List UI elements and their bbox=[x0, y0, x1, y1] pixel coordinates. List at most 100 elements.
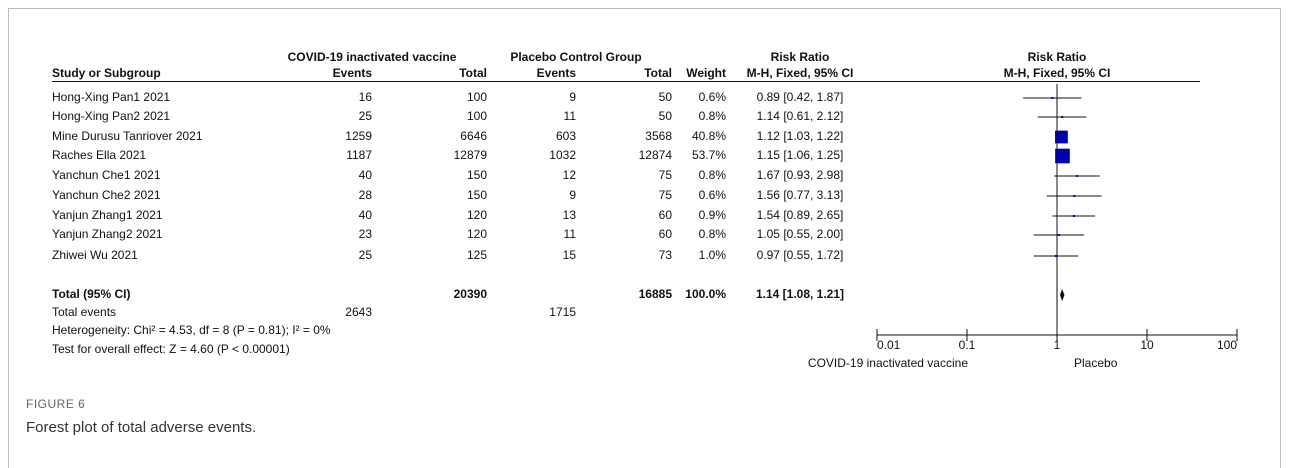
axis-right-label: Placebo bbox=[1074, 356, 1118, 370]
events: 28 bbox=[359, 188, 373, 202]
study-name: Yanchun Che1 2021 bbox=[52, 168, 161, 182]
summary-diamond bbox=[1060, 289, 1065, 301]
total: 50 bbox=[659, 109, 673, 123]
x-tick-label: 100 bbox=[1217, 338, 1237, 352]
events: 1259 bbox=[345, 129, 372, 143]
risk-ratio: 1.15 [1.06, 1.25] bbox=[757, 148, 844, 162]
effect-square bbox=[1055, 130, 1068, 144]
total: 75 bbox=[659, 188, 673, 202]
events: 11 bbox=[564, 227, 577, 241]
events: 1187 bbox=[346, 148, 372, 162]
events: 11 bbox=[564, 109, 577, 123]
study-name: Yanjun Zhang2 2021 bbox=[52, 227, 163, 241]
effect-square bbox=[1073, 195, 1076, 197]
events: 12 bbox=[563, 168, 577, 182]
column-header: Weight bbox=[686, 66, 726, 80]
weight: 40.8% bbox=[692, 129, 726, 143]
study-name: Yanchun Che2 2021 bbox=[52, 188, 161, 202]
total-events-label: Total events bbox=[52, 305, 116, 319]
events: 1032 bbox=[549, 148, 576, 162]
events: 40 bbox=[359, 208, 373, 222]
total: 75 bbox=[659, 168, 673, 182]
x-tick-label: 1 bbox=[1054, 338, 1061, 352]
column-header: Total bbox=[644, 66, 672, 80]
effect-square bbox=[1072, 215, 1075, 217]
column-header: Total bbox=[459, 66, 487, 80]
events: 25 bbox=[359, 248, 373, 262]
total: 6646 bbox=[460, 129, 487, 143]
column-header: M-H, Fixed, 95% CI bbox=[747, 66, 854, 80]
overall-effect: Test for overall effect: Z = 4.60 (P < 0… bbox=[52, 342, 290, 356]
effect-square bbox=[1051, 97, 1054, 99]
effect-square bbox=[1057, 234, 1060, 236]
weight: 0.8% bbox=[699, 109, 727, 123]
weight: 0.8% bbox=[699, 227, 727, 241]
weight: 53.7% bbox=[692, 148, 726, 162]
total: 120 bbox=[467, 227, 487, 241]
effect-square bbox=[1054, 255, 1057, 257]
events: 25 bbox=[359, 109, 373, 123]
axis-left-label: COVID-19 inactivated vaccine bbox=[808, 356, 968, 370]
events: 16 bbox=[359, 90, 373, 104]
total: 3568 bbox=[645, 129, 672, 143]
x-tick-label: 10 bbox=[1140, 338, 1154, 352]
effect-square bbox=[1076, 175, 1079, 177]
column-header: Study or Subgroup bbox=[52, 66, 161, 80]
events: 23 bbox=[359, 227, 373, 241]
study-name: Hong-Xing Pan2 2021 bbox=[52, 109, 170, 123]
study-name: Yanjun Zhang1 2021 bbox=[52, 208, 163, 222]
events: 1715 bbox=[549, 305, 576, 319]
caption-label: FIGURE 6 bbox=[26, 397, 85, 411]
events: 603 bbox=[556, 129, 576, 143]
risk-ratio: 1.05 [0.55, 2.00] bbox=[757, 227, 844, 241]
effect-square bbox=[1055, 148, 1070, 164]
total: 150 bbox=[467, 168, 487, 182]
total: 20390 bbox=[454, 287, 488, 301]
events: 9 bbox=[569, 90, 576, 104]
total: 120 bbox=[467, 208, 487, 222]
group-header: Placebo Control Group bbox=[510, 50, 641, 64]
total: 125 bbox=[467, 248, 487, 262]
risk-ratio: 1.56 [0.77, 3.13] bbox=[757, 188, 844, 202]
study-name: Raches Ella 2021 bbox=[52, 148, 146, 162]
total: 16885 bbox=[639, 287, 673, 301]
total: 50 bbox=[659, 90, 673, 104]
x-tick-label: 0.01 bbox=[877, 338, 901, 352]
weight: 0.6% bbox=[699, 90, 727, 104]
column-header: Events bbox=[537, 66, 577, 80]
total: 73 bbox=[659, 248, 673, 262]
group-header: Risk Ratio bbox=[771, 50, 830, 64]
weight: 0.8% bbox=[699, 168, 727, 182]
weight: 100.0% bbox=[685, 287, 726, 301]
weight: 0.9% bbox=[699, 208, 727, 222]
risk-ratio: 1.12 [1.03, 1.22] bbox=[757, 129, 844, 143]
risk-ratio: 0.97 [0.55, 1.72] bbox=[757, 248, 844, 262]
total-label: Total (95% CI) bbox=[52, 287, 130, 301]
risk-ratio: 1.14 [1.08, 1.21] bbox=[756, 287, 844, 301]
events: 9 bbox=[569, 188, 576, 202]
figure-border bbox=[8, 8, 1281, 468]
heterogeneity: Heterogeneity: Chi² = 4.53, df = 8 (P = … bbox=[52, 323, 331, 337]
column-header: M-H, Fixed, 95% CI bbox=[1004, 66, 1111, 80]
group-header: COVID-19 inactivated vaccine bbox=[288, 50, 457, 64]
total: 150 bbox=[467, 188, 487, 202]
column-header: Events bbox=[333, 66, 373, 80]
total: 60 bbox=[659, 227, 673, 241]
effect-square bbox=[1061, 116, 1064, 118]
risk-ratio: 1.54 [0.89, 2.65] bbox=[757, 208, 844, 222]
weight: 1.0% bbox=[699, 248, 727, 262]
total: 100 bbox=[467, 90, 487, 104]
events: 40 bbox=[359, 168, 373, 182]
risk-ratio: 1.14 [0.61, 2.12] bbox=[757, 109, 844, 123]
events: 2643 bbox=[345, 305, 372, 319]
risk-ratio: 1.67 [0.93, 2.98] bbox=[757, 168, 844, 182]
study-name: Mine Durusu Tanriover 2021 bbox=[52, 129, 203, 143]
events: 13 bbox=[563, 208, 577, 222]
study-name: Zhiwei Wu 2021 bbox=[52, 248, 138, 262]
risk-ratio: 0.89 [0.42, 1.87] bbox=[757, 90, 844, 104]
study-name: Hong-Xing Pan1 2021 bbox=[52, 90, 170, 104]
total: 60 bbox=[659, 208, 673, 222]
events: 15 bbox=[563, 248, 577, 262]
total: 12874 bbox=[639, 148, 673, 162]
